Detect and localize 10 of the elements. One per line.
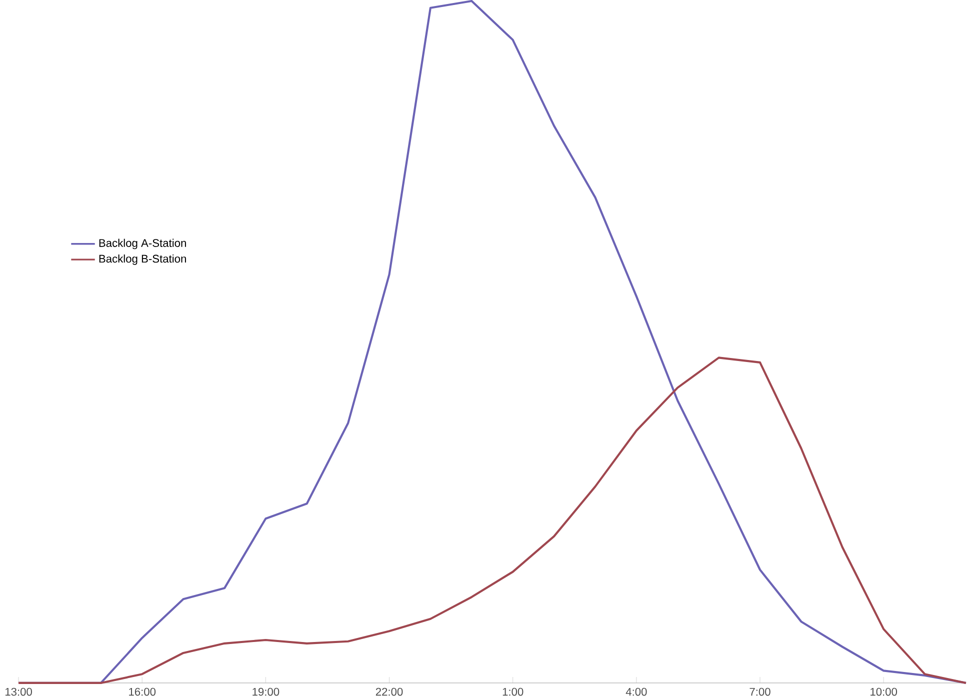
- x-tick-label: 19:00: [252, 688, 280, 696]
- x-tick-label: 16:00: [129, 688, 156, 696]
- x-tick-label: 7:00: [750, 688, 770, 696]
- x-tick-label: 1:00: [502, 688, 524, 696]
- legend-label: Backlog B-Station: [99, 254, 186, 265]
- x-tick-label: 4:00: [626, 688, 647, 696]
- legend-label: Backlog A-Station: [99, 238, 186, 249]
- x-tick-label: 10:00: [870, 688, 898, 696]
- x-tick-label: 22:00: [376, 688, 403, 696]
- x-tick-label: 13:00: [5, 688, 32, 696]
